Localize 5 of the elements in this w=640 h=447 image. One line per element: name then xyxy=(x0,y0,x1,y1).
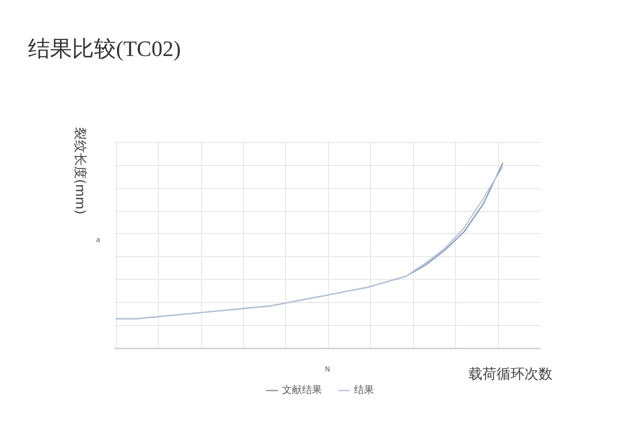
chart-title: 结果比较(TC02) xyxy=(28,36,181,62)
y-axis-title: 裂纹长度(mm) xyxy=(71,127,87,214)
legend-label: 文献结果 xyxy=(282,384,322,397)
x-axis-title: 载荷循环次数 xyxy=(468,366,552,382)
legend-label: 结果 xyxy=(354,384,374,397)
